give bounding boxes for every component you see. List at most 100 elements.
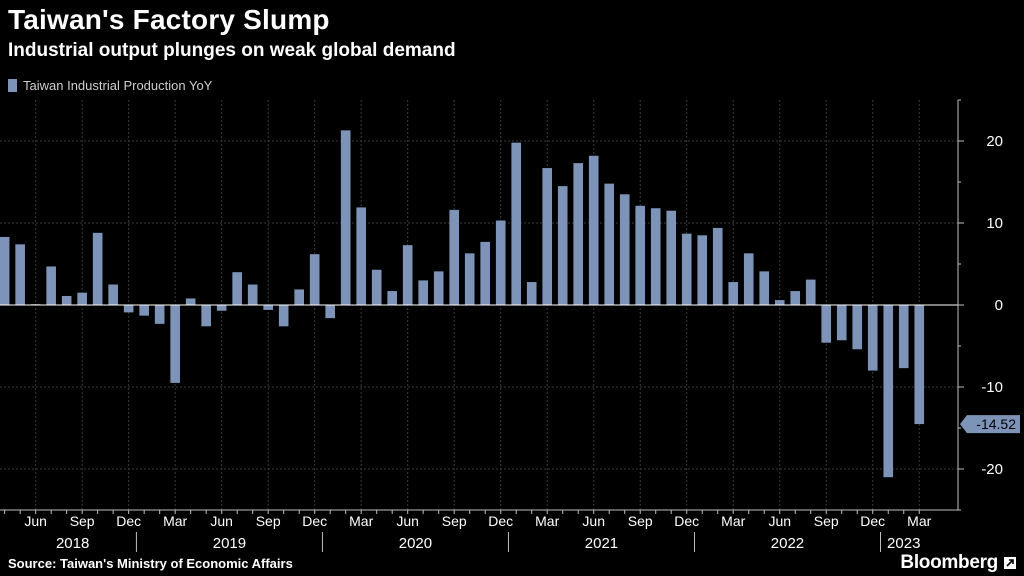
bar bbox=[449, 209, 460, 305]
bar bbox=[201, 305, 211, 327]
bar bbox=[356, 207, 366, 305]
bar bbox=[619, 194, 630, 305]
bar bbox=[294, 289, 304, 305]
bar bbox=[790, 291, 801, 305]
month-tick-label: Jun bbox=[582, 513, 605, 529]
bar bbox=[371, 269, 382, 305]
bar bbox=[247, 284, 258, 305]
y-tick-label: 0 bbox=[995, 297, 1003, 314]
chart-subtitle: Industrial output plunges on weak global… bbox=[8, 40, 456, 61]
bar bbox=[15, 244, 25, 305]
month-tick-label: Jun bbox=[396, 513, 419, 529]
month-tick-label: Sep bbox=[814, 513, 839, 529]
bar bbox=[0, 236, 10, 305]
year-label: 2022 bbox=[771, 535, 804, 552]
month-tick-label: Dec bbox=[674, 513, 699, 529]
bar bbox=[185, 298, 196, 305]
bar bbox=[852, 305, 863, 350]
month-tick-label: Mar bbox=[907, 513, 931, 529]
bar bbox=[92, 232, 103, 305]
bar bbox=[278, 305, 289, 327]
bar bbox=[46, 266, 56, 305]
year-label: 2023 bbox=[887, 535, 920, 552]
bar bbox=[759, 271, 770, 305]
bar bbox=[898, 305, 909, 369]
bar bbox=[867, 305, 878, 371]
bar bbox=[526, 282, 537, 305]
month-tick-label: Dec bbox=[116, 513, 141, 529]
bar bbox=[480, 241, 491, 305]
month-tick-label: Jun bbox=[210, 513, 233, 529]
month-tick-label: Mar bbox=[535, 513, 559, 529]
legend-swatch bbox=[8, 79, 17, 92]
y-tick-label: 20 bbox=[986, 133, 1003, 150]
bar bbox=[681, 233, 692, 305]
month-tick-label: Dec bbox=[302, 513, 327, 529]
bar bbox=[495, 220, 506, 305]
bar bbox=[123, 305, 134, 313]
bar bbox=[216, 305, 227, 311]
month-tick-label: Sep bbox=[628, 513, 653, 529]
bar bbox=[728, 282, 739, 305]
bar bbox=[588, 155, 599, 305]
bar bbox=[774, 300, 785, 305]
year-label: 2019 bbox=[213, 535, 246, 552]
legend-label: Taiwan Industrial Production YoY bbox=[23, 78, 213, 93]
bar bbox=[743, 253, 754, 305]
bar bbox=[914, 305, 925, 425]
month-tick-label: Sep bbox=[256, 513, 281, 529]
bar bbox=[309, 254, 320, 305]
bar bbox=[325, 305, 335, 319]
month-tick-label: Sep bbox=[70, 513, 95, 529]
bar bbox=[340, 130, 351, 305]
bar bbox=[154, 305, 165, 324]
bar bbox=[61, 295, 72, 305]
y-tick-label: -20 bbox=[981, 461, 1003, 478]
bar bbox=[387, 291, 397, 305]
bar bbox=[821, 305, 832, 343]
month-tick-label: Jun bbox=[24, 513, 47, 529]
chart-title: Taiwan's Factory Slump bbox=[8, 4, 330, 35]
bar bbox=[712, 227, 723, 305]
bar bbox=[433, 271, 444, 305]
year-label: 2018 bbox=[56, 535, 89, 552]
legend: Taiwan Industrial Production YoY bbox=[8, 78, 212, 93]
bar bbox=[650, 208, 661, 305]
y-tick-label: -10 bbox=[981, 379, 1003, 396]
month-tick-label: Dec bbox=[488, 513, 513, 529]
bar bbox=[464, 253, 475, 305]
month-tick-label: Jun bbox=[768, 513, 791, 529]
month-tick-label: Mar bbox=[721, 513, 745, 529]
bar bbox=[77, 292, 87, 305]
bar bbox=[139, 305, 149, 316]
y-tick-label: 10 bbox=[986, 215, 1003, 232]
bar bbox=[697, 235, 708, 305]
bar bbox=[604, 183, 615, 305]
bar bbox=[402, 245, 413, 305]
month-tick-label: Dec bbox=[860, 513, 885, 529]
bar bbox=[263, 305, 273, 310]
bar bbox=[232, 272, 242, 305]
month-tick-label: Mar bbox=[349, 513, 373, 529]
bar bbox=[836, 305, 847, 341]
year-label: 2020 bbox=[399, 535, 432, 552]
last-value-label: -14.52 bbox=[976, 416, 1016, 432]
source-note: Source: Taiwan's Ministry of Economic Af… bbox=[8, 556, 293, 571]
month-tick-label: Sep bbox=[442, 513, 467, 529]
last-value-callout bbox=[960, 415, 1020, 434]
bar bbox=[635, 205, 646, 305]
bar bbox=[170, 305, 180, 383]
bar bbox=[883, 305, 894, 478]
bloomberg-mark-icon bbox=[1004, 557, 1016, 569]
bar bbox=[573, 163, 584, 305]
bar bbox=[108, 284, 118, 305]
bar bbox=[511, 142, 522, 305]
year-label: 2021 bbox=[585, 535, 618, 552]
month-tick-label: Mar bbox=[163, 513, 187, 529]
bloomberg-logo: Bloomberg bbox=[900, 552, 998, 573]
bar bbox=[557, 186, 568, 305]
bar bbox=[666, 210, 677, 305]
bar bbox=[542, 168, 553, 305]
bar bbox=[805, 279, 816, 305]
